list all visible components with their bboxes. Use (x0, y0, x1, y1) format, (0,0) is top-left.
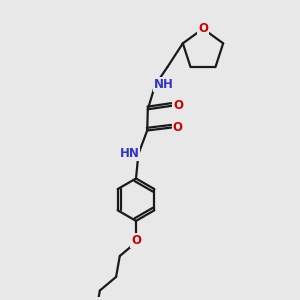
Text: O: O (173, 99, 183, 112)
Text: HN: HN (120, 147, 140, 160)
Text: O: O (173, 121, 183, 134)
Text: NH: NH (154, 78, 174, 91)
Text: O: O (198, 22, 208, 35)
Text: O: O (131, 234, 141, 247)
